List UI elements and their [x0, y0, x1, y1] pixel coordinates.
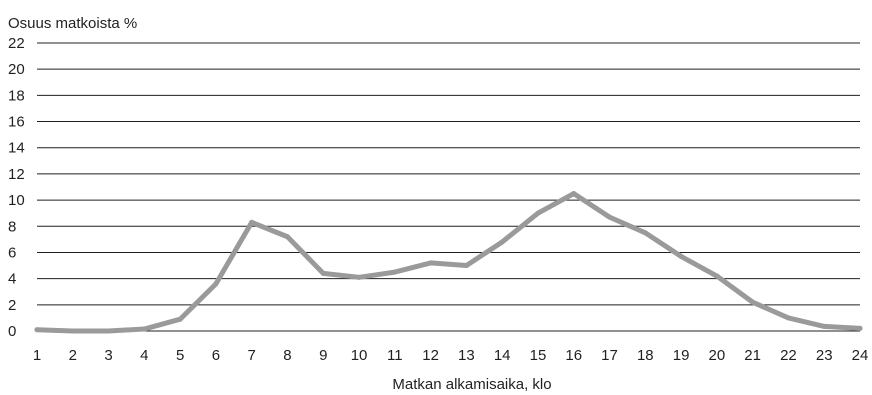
- y-tick-label: 6: [8, 244, 16, 261]
- data-point: [320, 270, 326, 276]
- data-point: [642, 230, 648, 236]
- data-point: [392, 269, 398, 275]
- data-point: [141, 326, 147, 332]
- x-tick-label: 6: [212, 347, 220, 364]
- data-point: [535, 210, 541, 216]
- x-axis-label: Matkan alkamisaika, klo: [392, 376, 551, 393]
- y-tick-label: 10: [8, 192, 25, 209]
- y-tick-label: 12: [8, 166, 25, 183]
- series-line: [34, 191, 863, 334]
- x-tick-label: 14: [494, 347, 511, 364]
- x-tick-label: 23: [816, 347, 833, 364]
- x-tick-label: 19: [673, 347, 690, 364]
- y-tick-label: 2: [8, 297, 16, 314]
- data-point: [499, 239, 505, 245]
- data-point: [428, 260, 434, 266]
- y-tick-label: 8: [8, 218, 16, 235]
- y-axis-label: Osuus matkoista %: [8, 15, 137, 32]
- y-tick-label: 14: [8, 140, 25, 157]
- y-axis-ticks: 0 2 4 6 8 10 12 14 16 18 20 22: [8, 35, 25, 340]
- data-point: [857, 325, 863, 331]
- x-tick-label: 18: [637, 347, 654, 364]
- data-point: [571, 191, 577, 197]
- x-tick-label: 21: [744, 347, 761, 364]
- data-point: [106, 328, 112, 334]
- x-tick-label: 12: [422, 347, 439, 364]
- data-point: [750, 299, 756, 305]
- x-tick-label: 16: [565, 347, 582, 364]
- x-tick-label: 8: [283, 347, 291, 364]
- x-tick-label: 7: [248, 347, 256, 364]
- data-point: [714, 273, 720, 279]
- data-point: [785, 315, 791, 321]
- y-tick-label: 16: [8, 114, 25, 131]
- data-point: [177, 316, 183, 322]
- data-point: [284, 234, 290, 240]
- data-point: [356, 274, 362, 280]
- data-point: [70, 328, 76, 334]
- x-tick-label: 1: [33, 347, 41, 364]
- x-tick-label: 2: [69, 347, 77, 364]
- y-tick-label: 0: [8, 323, 16, 340]
- data-point: [821, 323, 827, 329]
- y-tick-label: 20: [8, 61, 25, 78]
- data-point: [213, 281, 219, 287]
- data-point: [34, 327, 40, 333]
- series-group: [34, 191, 863, 334]
- x-tick-label: 24: [852, 347, 869, 364]
- x-tick-label: 9: [319, 347, 327, 364]
- x-tick-label: 17: [601, 347, 618, 364]
- data-point: [607, 214, 613, 220]
- x-tick-label: 3: [104, 347, 112, 364]
- x-tick-label: 20: [709, 347, 726, 364]
- x-tick-label: 5: [176, 347, 184, 364]
- y-tick-label: 4: [8, 271, 16, 288]
- x-tick-label: 4: [140, 347, 148, 364]
- x-tick-label: 22: [780, 347, 797, 364]
- x-tick-label: 10: [351, 347, 368, 364]
- x-axis-ticks: 1 2 3 4 5 6 7 8 9 10 11 12 13 14 15 16 17 18 19 20 21 22 23 24: [33, 347, 869, 364]
- y-tick-label: 18: [8, 87, 25, 104]
- data-point: [678, 253, 684, 259]
- gridlines: [37, 42, 860, 332]
- x-tick-label: 15: [530, 347, 547, 364]
- data-point: [249, 219, 255, 225]
- data-point: [463, 263, 469, 269]
- x-tick-label: 13: [458, 347, 475, 364]
- y-tick-label: 22: [8, 35, 25, 52]
- x-tick-label: 11: [387, 347, 403, 364]
